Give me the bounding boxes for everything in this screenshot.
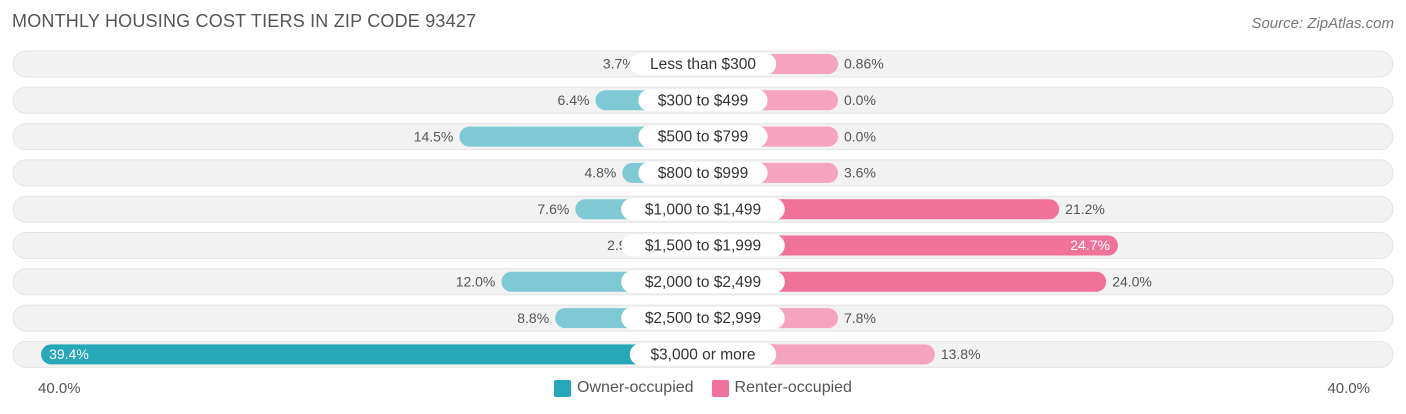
owner-value-label: 8.8%	[517, 310, 549, 326]
category-label: $2,000 to $2,499	[645, 274, 761, 291]
axis-left-label: 40.0%	[38, 380, 81, 397]
category-label: $800 to $999	[658, 165, 749, 182]
renter-value-label: 0.86%	[844, 56, 884, 72]
category-pill	[638, 125, 768, 148]
owner-value-label: 4.8%	[584, 165, 616, 181]
owner-value-label: 39.4%	[49, 346, 89, 362]
category-label: $1,000 to $1,499	[645, 201, 761, 218]
category-label: $300 to $499	[658, 92, 749, 109]
legend: Owner-occupied Renter-occupied	[0, 379, 1406, 397]
category-label: $500 to $799	[658, 129, 749, 146]
renter-value-label: 13.8%	[941, 346, 981, 362]
renter-value-label: 0.0%	[844, 92, 876, 108]
legend-owner-label: Owner-occupied	[577, 379, 694, 396]
renter-bar	[703, 271, 1107, 292]
renter-swatch	[711, 379, 729, 397]
owner-value-label: 3.7%	[603, 56, 635, 72]
owner-value-label: 6.4%	[558, 92, 590, 108]
source-credit: Source: ZipAtlas.com	[1251, 15, 1394, 32]
owner-swatch	[554, 379, 572, 397]
renter-value-label: 24.7%	[1070, 237, 1110, 253]
category-pill	[621, 198, 785, 221]
chart-title: MONTHLY HOUSING COST TIERS IN ZIP CODE 9…	[12, 11, 477, 31]
renter-value-label: 24.0%	[1112, 274, 1152, 290]
renter-bar	[703, 199, 1060, 220]
category-pill	[629, 343, 777, 366]
category-label: $2,500 to $2,999	[645, 310, 761, 327]
legend-item-renter: Renter-occupied	[711, 379, 852, 397]
legend-item-owner: Owner-occupied	[554, 379, 694, 397]
owner-bar	[41, 344, 703, 365]
category-pill	[621, 270, 785, 293]
category-pill	[638, 89, 768, 112]
category-label: $3,000 or more	[650, 346, 755, 363]
legend-renter-label: Renter-occupied	[734, 379, 852, 396]
category-label: Less than $300	[650, 56, 756, 73]
owner-value-label: 12.0%	[456, 274, 496, 290]
renter-value-label: 7.8%	[844, 310, 876, 326]
renter-value-label: 21.2%	[1065, 201, 1105, 217]
renter-value-label: 3.6%	[844, 165, 876, 181]
category-pill	[621, 307, 785, 330]
category-pill	[621, 234, 785, 257]
axis-right-label: 40.0%	[1327, 380, 1370, 397]
category-pill	[638, 161, 768, 184]
category-label: $1,500 to $1,999	[645, 238, 761, 255]
renter-bar	[703, 235, 1118, 256]
category-pill	[629, 53, 777, 75]
owner-value-label: 7.6%	[537, 201, 569, 217]
renter-value-label: 0.0%	[844, 128, 876, 144]
owner-value-label: 14.5%	[414, 128, 454, 144]
